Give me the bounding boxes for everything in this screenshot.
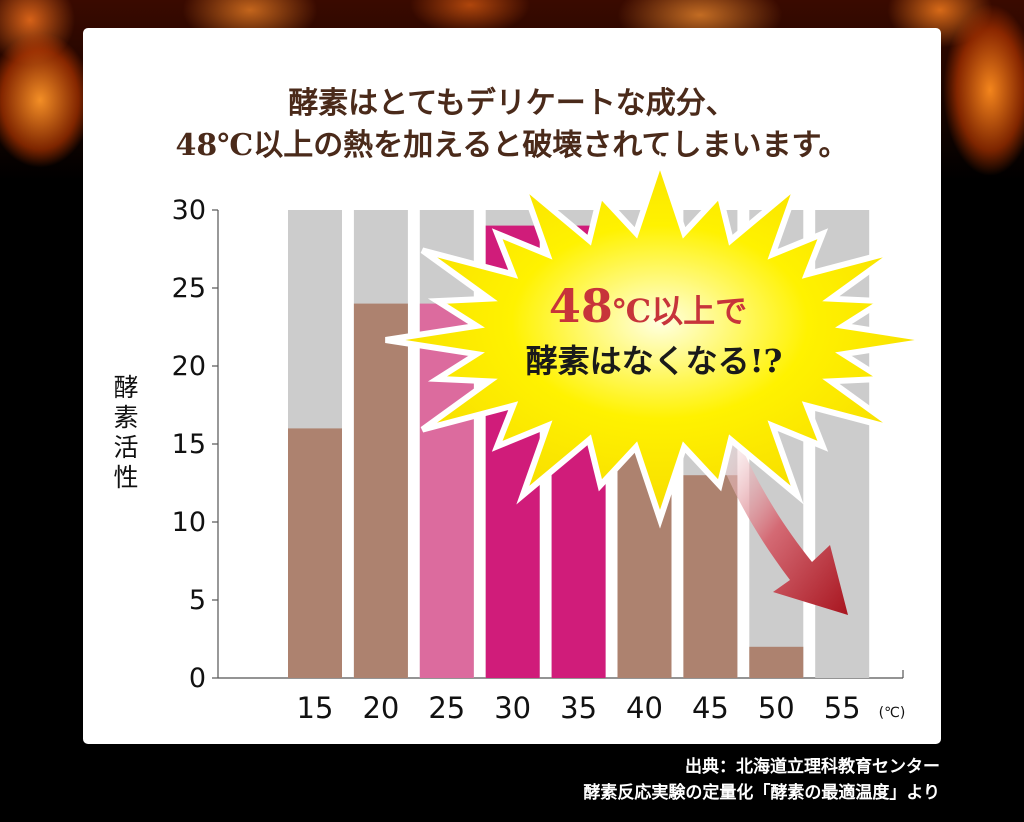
bar-20 [353,303,408,678]
headline-line-2: 48℃以上の熱を加えると破壊されてしまいます。 [175,128,849,163]
x-tick-label: 55 [824,691,861,725]
y-tick-label: 25 [172,273,206,304]
x-tick-label: 30 [494,691,531,725]
x-tick-label: 20 [362,691,399,725]
y-axis-title: 酵素活性 [113,373,138,492]
bar-50 [749,646,804,678]
bar-15 [288,428,342,678]
x-tick-label: 15 [297,691,334,725]
x-tick-label: 40 [626,691,663,725]
callout-big-number: 48 [549,279,613,333]
y-tick-label: 0 [189,663,206,694]
y-tick-label: 10 [172,507,206,538]
x-axis-unit: (℃) [879,705,906,721]
callout-line-1: 48℃以上で [549,279,747,333]
source-line-2: 酵素反応実験の定量化「酵素の最適温度」より [583,783,940,803]
x-tick-label: 50 [758,691,795,725]
x-tick-label: 45 [692,691,729,725]
y-tick-label: 30 [172,195,206,226]
callout-line-2: 酵素はなくなる!? [526,342,783,380]
y-tick-label: 5 [189,585,206,616]
source-line-1: 出典：北海道立理科教育センター [685,757,940,777]
x-tick-label: 35 [560,691,597,725]
trend-arrow [712,432,848,615]
headline-line-1: 酵素はとてもデリケートな成分、 [288,86,736,121]
callout-burst [385,151,935,529]
bar-45 [683,475,738,678]
callout-rest: ℃以上で [613,292,747,330]
y-tick-label: 20 [172,351,206,382]
x-tick-label: 25 [428,691,465,725]
y-tick-label: 15 [172,429,206,460]
